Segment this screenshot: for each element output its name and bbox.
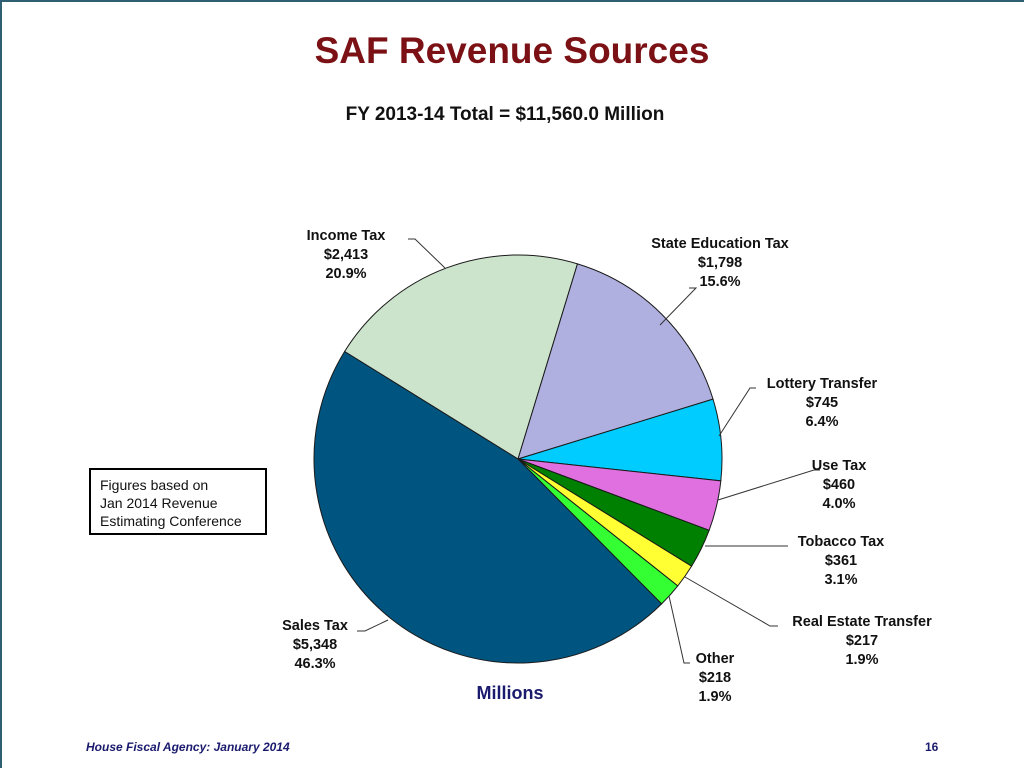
slice-value-label-income-tax: $2,413 — [324, 247, 368, 263]
slice-name-label-use-tax: Use Tax — [812, 458, 867, 474]
footer-source: House Fiscal Agency: January 2014 — [86, 740, 290, 754]
slice-name-label-lottery-transfer: Lottery Transfer — [767, 376, 878, 392]
chart-subtitle: FY 2013-14 Total = $11,560.0 Million — [345, 104, 665, 125]
leader-line-other — [668, 595, 690, 664]
leader-lines — [357, 238, 820, 664]
slice-name-label-other: Other — [696, 651, 735, 667]
slice-value-label-lottery-transfer: $745 — [806, 395, 838, 411]
leader-line-real-estate-transfer — [684, 576, 778, 627]
note-line: Jan 2014 Revenue — [100, 495, 218, 511]
pie-slice-sales-tax — [313, 350, 663, 664]
slice-percent-label-real-estate-transfer: 1.9% — [845, 652, 878, 668]
slice-value-label-state-education-tax: $1,798 — [698, 255, 742, 271]
slice-value-label-tobacco-tax: $361 — [825, 553, 857, 569]
slice-percent-label-income-tax: 20.9% — [325, 266, 366, 282]
slice-percent-label-use-tax: 4.0% — [822, 496, 855, 512]
pie-slice-state-education-tax — [517, 263, 714, 460]
pie-slices — [313, 254, 723, 664]
note-line: Estimating Conference — [100, 513, 242, 529]
slice-percent-label-sales-tax: 46.3% — [294, 656, 335, 672]
leader-line-income-tax — [408, 238, 446, 269]
note-line: Figures based on — [100, 477, 209, 493]
leader-line-lottery-transfer — [718, 387, 756, 437]
note-box: Figures based on Jan 2014 Revenue Estima… — [89, 468, 267, 535]
chart-title: SAF Revenue Sources — [314, 30, 710, 71]
slice-percent-label-state-education-tax: 15.6% — [699, 274, 740, 290]
slice-value-label-real-estate-transfer: $217 — [846, 633, 878, 649]
leader-line-use-tax — [717, 469, 820, 501]
leader-line-sales-tax — [357, 619, 389, 632]
slice-percent-label-other: 1.9% — [698, 689, 731, 705]
slice-name-label-tobacco-tax: Tobacco Tax — [798, 534, 884, 550]
frame-top-border — [0, 0, 1024, 2]
slice-value-label-sales-tax: $5,348 — [293, 637, 337, 653]
slice-value-label-other: $218 — [699, 670, 731, 686]
slice-percent-label-lottery-transfer: 6.4% — [805, 414, 838, 430]
pie-slice-income-tax — [343, 254, 579, 460]
slice-value-label-use-tax: $460 — [823, 477, 855, 493]
slice-name-label-real-estate-transfer: Real Estate Transfer — [792, 614, 932, 630]
page-number: 16 — [925, 740, 939, 754]
unit-label: Millions — [477, 683, 544, 703]
slice-percent-label-tobacco-tax: 3.1% — [824, 572, 857, 588]
leader-line-state-education-tax — [659, 287, 698, 326]
slice-name-label-income-tax: Income Tax — [307, 228, 386, 244]
slice-name-label-sales-tax: Sales Tax — [282, 618, 348, 634]
slice-labels: Income Tax $2,413 20.9% State Education Tax… — [282, 228, 932, 705]
frame-left-border — [0, 0, 2, 768]
slice-name-label-state-education-tax: State Education Tax — [651, 236, 789, 252]
